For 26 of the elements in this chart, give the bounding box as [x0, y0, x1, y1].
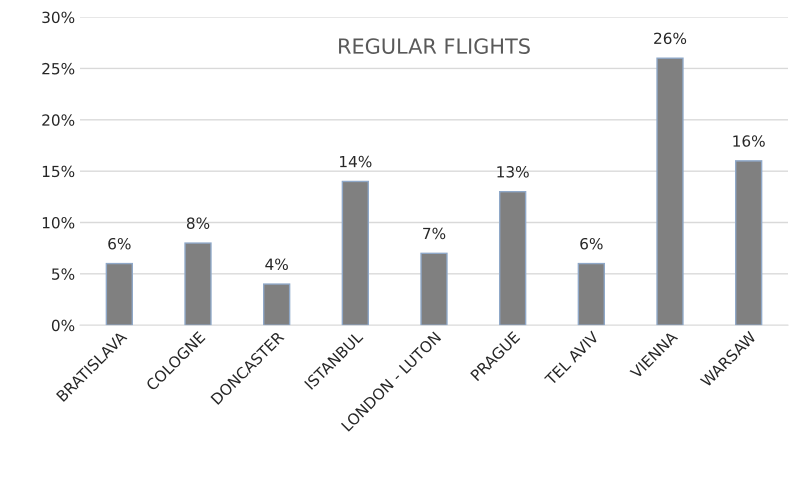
- data-label: 16%: [733, 135, 765, 147]
- bar: [342, 180, 370, 326]
- bar: [734, 160, 762, 326]
- y-tick-label: 5%: [52, 268, 74, 280]
- bar: [106, 262, 134, 326]
- bar: [262, 283, 290, 326]
- data-label: 13%: [497, 166, 529, 178]
- bar: [578, 262, 606, 326]
- bar: [184, 242, 212, 326]
- bar: [656, 57, 684, 326]
- data-label: 6%: [108, 238, 131, 250]
- bar: [420, 252, 448, 326]
- data-label: 6%: [580, 238, 603, 250]
- data-label: 7%: [423, 228, 446, 240]
- data-label: 14%: [340, 156, 372, 168]
- y-tick-label: 15%: [42, 166, 74, 178]
- data-label: 4%: [265, 258, 288, 270]
- y-tick-label: 30%: [42, 12, 74, 24]
- y-tick-label: 25%: [42, 62, 74, 74]
- bar: [498, 190, 526, 326]
- data-label: 8%: [186, 217, 210, 229]
- y-tick-label: 20%: [42, 114, 74, 126]
- data-label: 26%: [654, 32, 686, 44]
- y-tick-label: 10%: [42, 216, 74, 229]
- y-tick-label: 0%: [52, 320, 74, 332]
- text: REGULAR FLIGHTS: [339, 38, 530, 54]
